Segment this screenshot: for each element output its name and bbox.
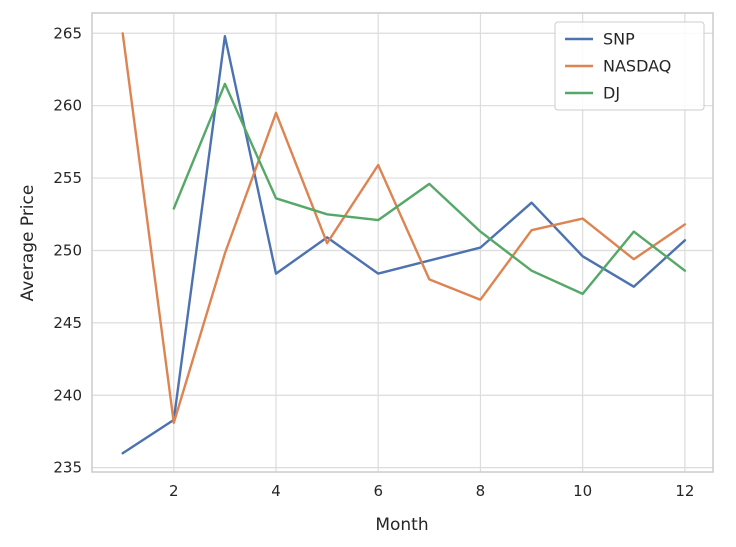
y-tick-label: 255 — [53, 169, 82, 187]
tick-labels: 2 4 6 8 10 12 235 240 245 250 255 260 265 — [53, 24, 694, 500]
legend-box — [554, 21, 705, 111]
legend-label: DJ — [603, 84, 620, 103]
x-tick-label: 6 — [373, 482, 383, 500]
legend-label: SNP — [603, 30, 635, 49]
x-tick-label: 10 — [573, 482, 592, 500]
series-line-dj — [172, 82, 687, 296]
grid — [92, 13, 713, 472]
series-lines — [121, 32, 687, 455]
plot-frame — [91, 12, 714, 473]
series-line-nasdaq — [121, 32, 687, 424]
series-line-snp — [121, 35, 687, 455]
x-tick-label: 4 — [271, 482, 281, 500]
y-tick-label: 240 — [53, 386, 82, 404]
y-tick-label: 235 — [53, 459, 82, 477]
x-axis-label: Month — [375, 515, 428, 535]
y-tick-label: 245 — [53, 314, 82, 332]
x-tick-label: 2 — [169, 482, 179, 500]
y-tick-label: 260 — [53, 97, 82, 115]
legend: SNP NASDAQ DJ — [554, 21, 705, 111]
y-axis-label: Average Price — [18, 185, 38, 302]
y-tick-label: 265 — [53, 24, 82, 42]
x-tick-label: 12 — [675, 482, 694, 500]
y-tick-label: 250 — [53, 241, 82, 259]
legend-label: NASDAQ — [603, 57, 671, 76]
x-tick-label: 8 — [476, 482, 486, 500]
